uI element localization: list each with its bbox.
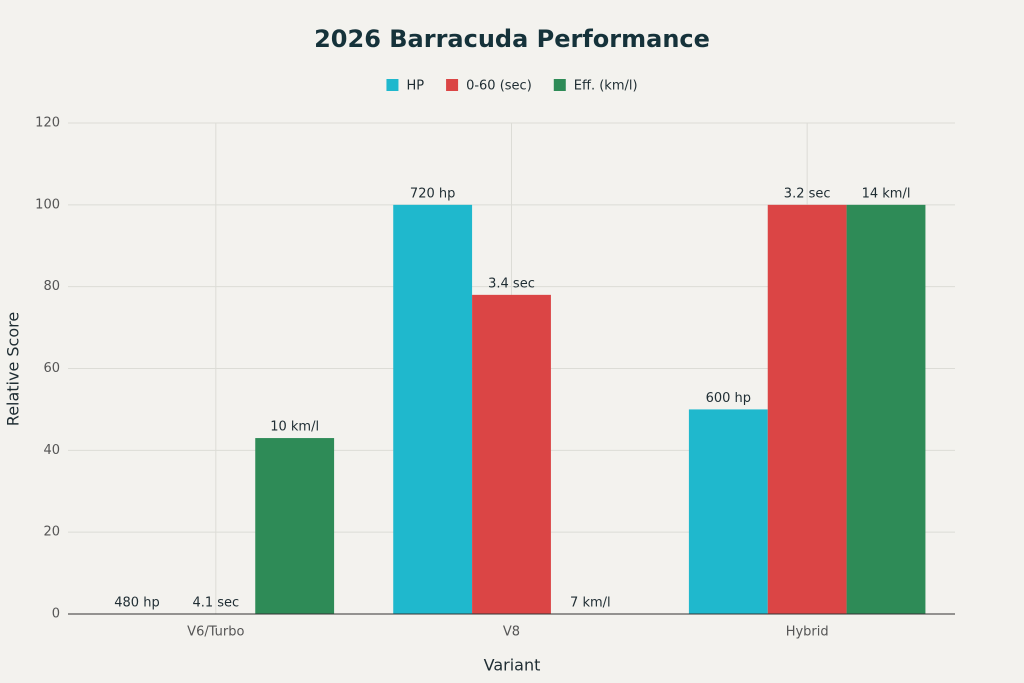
value-label: 600 hp xyxy=(706,391,751,406)
y-tick-label: 60 xyxy=(43,361,60,376)
value-label: 14 km/l xyxy=(862,186,911,201)
bar xyxy=(846,204,926,615)
bar xyxy=(472,294,551,614)
y-tick-label: 40 xyxy=(43,443,60,458)
legend-swatch xyxy=(386,79,399,91)
value-label: 4.1 sec xyxy=(192,596,239,611)
value-label: 3.2 sec xyxy=(784,186,831,201)
x-axis-title: Variant xyxy=(484,656,541,675)
chart-title: 2026 Barracuda Performance xyxy=(314,25,710,53)
y-tick-label: 80 xyxy=(43,279,60,294)
bar xyxy=(255,438,335,614)
legend-swatch xyxy=(446,79,459,91)
x-tick-label: Hybrid xyxy=(786,625,829,640)
y-tick-label: 120 xyxy=(35,116,60,131)
value-label: 720 hp xyxy=(410,186,455,201)
bar xyxy=(393,204,473,615)
value-label: 3.4 sec xyxy=(488,276,535,291)
bar xyxy=(688,409,768,614)
x-tick-label: V8 xyxy=(503,625,520,640)
value-label: 7 km/l xyxy=(570,596,611,611)
legend-label: 0-60 (sec) xyxy=(466,79,532,94)
legend-swatch xyxy=(553,79,566,91)
x-tick-label: V6/Turbo xyxy=(187,625,244,640)
y-tick-label: 100 xyxy=(35,197,60,212)
value-label: 480 hp xyxy=(114,596,159,611)
legend-label: Eff. (km/l) xyxy=(574,79,638,94)
bar xyxy=(767,204,847,615)
y-tick-label: 0 xyxy=(52,607,60,622)
y-tick-label: 20 xyxy=(43,525,60,540)
value-label: 10 km/l xyxy=(270,420,319,435)
y-axis-title: Relative Score xyxy=(4,312,23,426)
legend-label: HP xyxy=(406,79,424,94)
